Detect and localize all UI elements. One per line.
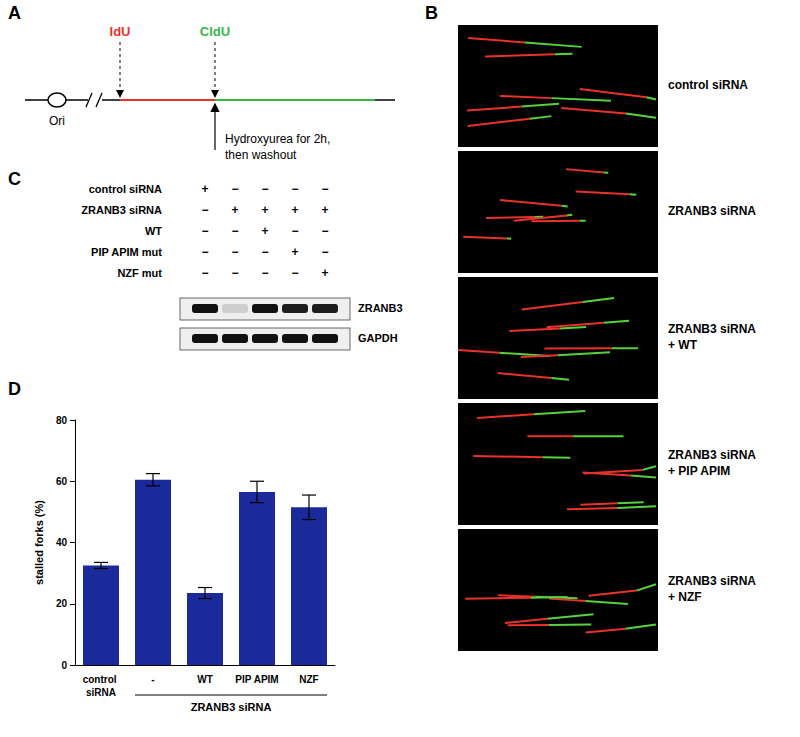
svg-text:ZRANB3: ZRANB3 (358, 302, 403, 314)
svg-text:ZRANB3 siRNA: ZRANB3 siRNA (191, 701, 272, 713)
svg-text:+: + (291, 245, 298, 259)
svg-text:NZF: NZF (299, 674, 318, 685)
svg-text:−: − (231, 266, 238, 280)
svg-text:−: − (201, 245, 208, 259)
svg-text:CldU: CldU (200, 24, 230, 39)
svg-text:control siRNA: control siRNA (668, 78, 748, 92)
svg-text:siRNA: siRNA (86, 687, 116, 698)
svg-text:ZRANB3 siRNA: ZRANB3 siRNA (668, 448, 756, 462)
svg-text:+ PIP APIM: + PIP APIM (668, 464, 730, 478)
svg-text:+: + (261, 224, 268, 238)
svg-text:+: + (321, 266, 328, 280)
svg-text:ZRANB3 siRNA: ZRANB3 siRNA (668, 322, 756, 336)
svg-text:−: − (321, 224, 328, 238)
svg-text:0: 0 (61, 660, 67, 671)
svg-text:control: control (83, 674, 120, 685)
svg-text:60: 60 (56, 476, 68, 487)
svg-text:−: − (201, 203, 208, 217)
svg-text:−: − (321, 245, 328, 259)
svg-text:−: − (261, 266, 268, 280)
svg-text:−: − (201, 266, 208, 280)
svg-text:WT: WT (197, 674, 213, 685)
svg-text:WT: WT (145, 225, 162, 237)
svg-text:B: B (425, 3, 438, 23)
svg-text:+: + (201, 182, 208, 196)
svg-text:+ WT: + WT (668, 338, 698, 352)
svg-text:ZRANB3 siRNA: ZRANB3 siRNA (81, 204, 162, 216)
svg-text:−: − (291, 224, 298, 238)
svg-text:+: + (261, 203, 268, 217)
svg-text:20: 20 (56, 598, 68, 609)
svg-text:−: − (261, 182, 268, 196)
svg-text:−: − (231, 182, 238, 196)
svg-text:stalled forks (%): stalled forks (%) (33, 500, 45, 585)
svg-text:+ NZF: + NZF (668, 590, 702, 604)
svg-text:ZRANB3 siRNA: ZRANB3 siRNA (668, 204, 756, 218)
svg-text:A: A (8, 3, 21, 23)
svg-text:−: − (321, 182, 328, 196)
svg-text:ZRANB3 siRNA: ZRANB3 siRNA (668, 574, 756, 588)
svg-text:control siRNA: control siRNA (89, 183, 162, 195)
svg-text:IdU: IdU (110, 24, 131, 39)
svg-text:−: − (291, 266, 298, 280)
svg-text:Ori: Ori (49, 114, 65, 128)
svg-text:+: + (321, 203, 328, 217)
svg-text:80: 80 (56, 415, 68, 426)
svg-text:+: + (291, 203, 298, 217)
svg-text:then washout: then washout (225, 148, 297, 162)
svg-text:GAPDH: GAPDH (358, 332, 398, 344)
svg-text:−: − (201, 224, 208, 238)
svg-text:−: − (231, 245, 238, 259)
svg-text:PIP APIM mut: PIP APIM mut (91, 246, 162, 258)
svg-text:D: D (8, 379, 21, 399)
svg-text:−: − (231, 224, 238, 238)
svg-text:-: - (151, 674, 154, 685)
svg-text:−: − (291, 182, 298, 196)
svg-text:40: 40 (56, 537, 68, 548)
svg-text:−: − (261, 245, 268, 259)
svg-text:C: C (8, 169, 21, 189)
svg-text:NZF mut: NZF mut (117, 267, 162, 279)
svg-text:PIP APIM: PIP APIM (235, 674, 278, 685)
svg-text:Hydroxyurea for 2h,: Hydroxyurea for 2h, (225, 132, 330, 146)
svg-text:+: + (231, 203, 238, 217)
